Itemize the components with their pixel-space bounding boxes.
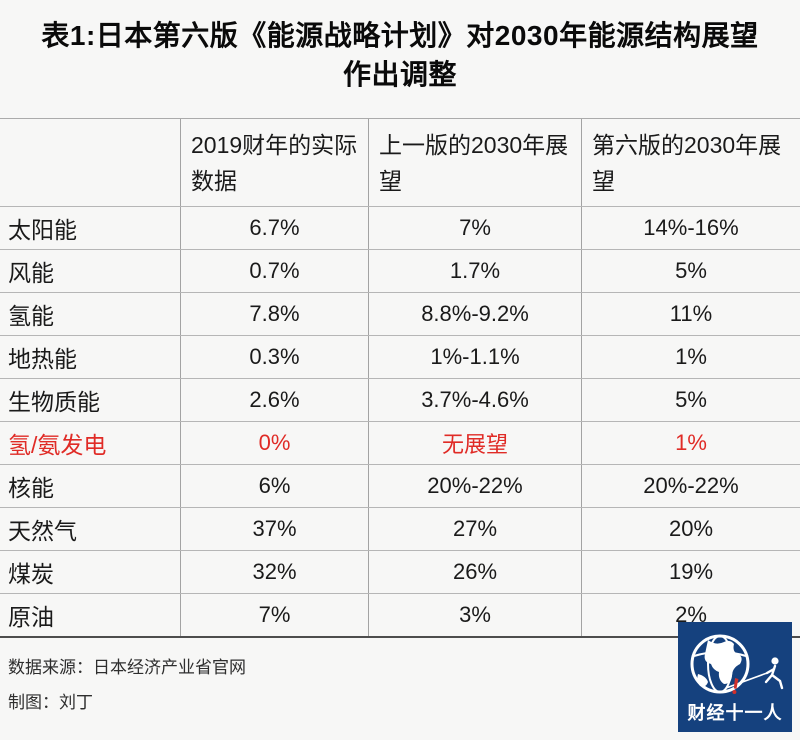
credit-text: 制图：刘丁 [8,693,93,712]
logo: 财经十一人 [678,622,792,732]
row-value: 32% [180,551,368,593]
row-label: 原油 [8,604,54,630]
row-value: 1%-1.1% [368,336,581,378]
row-label: 天然气 [8,518,77,544]
row-value: 37% [180,508,368,550]
row-value: 0.3% [180,336,368,378]
row-value: 0.7% [180,250,368,292]
row-value: 7.8% [180,293,368,335]
row-value: 27% [368,508,581,550]
red-accent-icon [732,678,739,694]
row-value: 11% [581,293,800,335]
energy-structure-table: 2019财年的实际数据 上一版的2030年展望 第六版的2030年展望 太阳能 6… [0,118,800,638]
row-label: 太阳能 [8,217,77,243]
table-row: 生物质能 2.6% 3.7%-4.6% 5% [0,378,800,421]
row-value: 2.6% [180,379,368,421]
row-value: 无展望 [368,422,581,464]
row-label: 煤炭 [8,561,54,587]
header-cell-2019-actual: 2019财年的实际数据 [180,119,368,206]
row-value: 0% [180,422,368,464]
row-value: 1% [581,336,800,378]
table-row: 氢能 7.8% 8.8%-9.2% 11% [0,292,800,335]
row-label: 风能 [8,260,54,286]
table-body: 太阳能 6.7% 7% 14%-16% 风能 0.7% 1.7% 5% 氢能 7.8% 8.8%-9… [0,206,800,636]
row-label: 生物质能 [8,389,100,415]
row-label: 地热能 [8,346,77,372]
row-value: 20% [581,508,800,550]
table-row: 地热能 0.3% 1%-1.1% 1% [0,335,800,378]
row-value: 14%-16% [581,207,800,249]
table-title-line1: 表1:日本第六版《能源战略计划》对2030年能源结构展望 [41,20,759,51]
row-value: 3.7%-4.6% [368,379,581,421]
table-row: 天然气 37% 27% 20% [0,507,800,550]
logo-graphic [690,634,784,694]
row-value: 1.7% [368,250,581,292]
row-label: 氢能 [8,303,54,329]
header-cell-sixth-2030: 第六版的2030年展望 [581,119,800,206]
globe-icon [690,634,750,694]
table-header-row: 2019财年的实际数据 上一版的2030年展望 第六版的2030年展望 [0,119,800,206]
row-value: 8.8%-9.2% [368,293,581,335]
row-value: 7% [180,594,368,636]
footer: 数据来源：日本经济产业省官网 制图：刘丁 [8,650,246,720]
row-value: 6% [180,465,368,507]
data-source-text: 数据来源：日本经济产业省官网 [8,658,246,677]
table-title: 表1:日本第六版《能源战略计划》对2030年能源结构展望 作出调整 [0,0,800,94]
row-value: 26% [368,551,581,593]
table-row: 氢/氨发电 0% 无展望 1% [0,421,800,464]
row-value: 5% [581,250,800,292]
header-cell-previous-2030: 上一版的2030年展望 [368,119,581,206]
table-title-line2: 作出调整 [342,59,457,90]
row-label: 核能 [8,475,54,501]
row-value: 1% [581,422,800,464]
row-value: 3% [368,594,581,636]
row-value: 7% [368,207,581,249]
fencer-icon [764,657,784,690]
table-row: 风能 0.7% 1.7% 5% [0,249,800,292]
row-value: 5% [581,379,800,421]
row-value: 6.7% [180,207,368,249]
row-label: 氢/氨发电 [8,432,107,458]
table-row: 太阳能 6.7% 7% 14%-16% [0,206,800,249]
row-value: 19% [581,551,800,593]
table-row: 煤炭 32% 26% 19% [0,550,800,593]
logo-wordmark: 财经十一人 [687,703,783,723]
epee-line-icon [725,672,768,689]
row-value: 20%-22% [581,465,800,507]
table-row: 核能 6% 20%-22% 20%-22% [0,464,800,507]
row-value: 20%-22% [368,465,581,507]
header-cell-empty [0,119,180,206]
